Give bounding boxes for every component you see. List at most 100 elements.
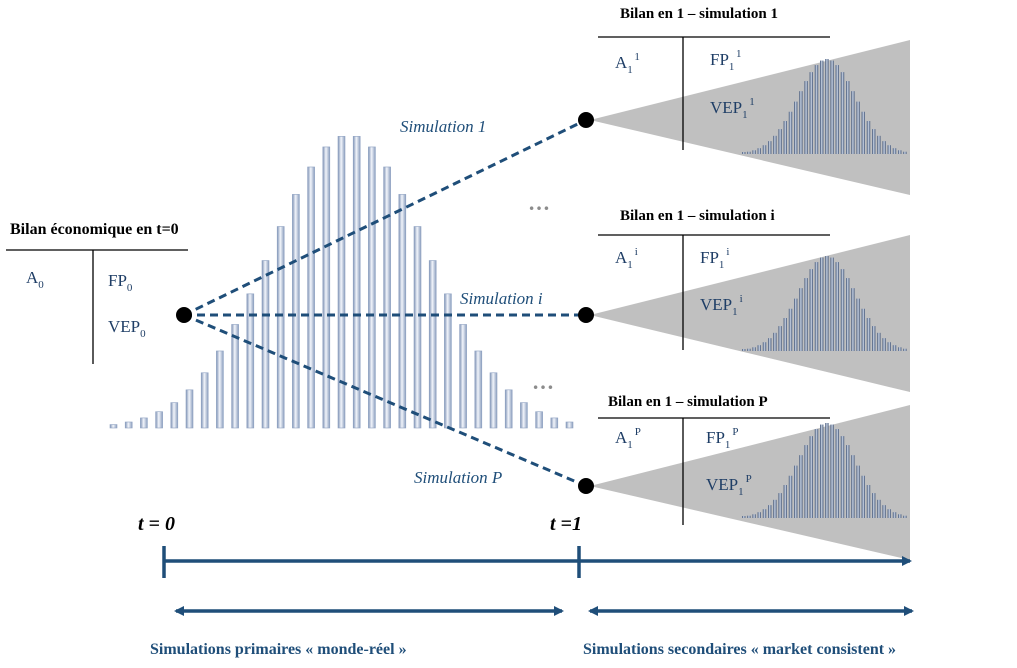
- mini-histogram-bar: [752, 150, 756, 154]
- mini-histogram-bar: [773, 135, 777, 154]
- mini-histogram-bar: [820, 60, 824, 154]
- mini-histogram-bar: [747, 515, 751, 518]
- mini-histogram-bar: [814, 262, 819, 351]
- histogram-bar: [124, 421, 133, 429]
- mini-histogram-bar: [861, 475, 865, 518]
- mini-histogram-bar: [825, 59, 829, 154]
- mini-histogram-bar: [804, 445, 808, 518]
- mini-histogram-bar: [788, 111, 793, 154]
- mini-histogram-bar: [778, 493, 782, 518]
- mini-histogram-bar: [804, 81, 808, 154]
- mini-histogram-bar: [809, 269, 813, 351]
- balance-t1-title: Bilan en 1 – simulation 1: [620, 6, 778, 22]
- histogram-bar: [337, 136, 346, 429]
- mini-histogram-bar: [788, 308, 793, 351]
- mini-histogram-bar: [799, 288, 803, 351]
- mini-histogram-bar: [794, 465, 798, 518]
- mini-histogram-bar: [898, 347, 902, 351]
- mini-histogram-bar: [903, 151, 907, 154]
- histogram-bar: [109, 424, 118, 429]
- mini-histogram-bar: [903, 348, 907, 351]
- simulation-label-1: Simulation 1: [400, 117, 486, 136]
- balance-t1-title: Bilan en 1 – simulation i: [620, 208, 775, 224]
- balance-t1-simulation-1: Bilan en 1 – simulation 1 A11 FP11 VEP11: [598, 6, 830, 150]
- mini-histogram-bar: [846, 445, 850, 518]
- histogram-bar: [535, 411, 543, 429]
- histogram-bar: [276, 226, 285, 429]
- mini-histogram-bar: [809, 72, 813, 154]
- histogram-bar: [261, 260, 270, 429]
- histogram-bar: [322, 146, 331, 429]
- histogram-bar: [200, 372, 209, 429]
- mini-histogram-bar: [757, 148, 761, 154]
- secondary-distribution-p: [742, 423, 907, 518]
- mini-histogram-bar: [861, 111, 865, 154]
- simulation-paths: [183, 118, 587, 488]
- mini-histogram-bar: [825, 423, 829, 518]
- mini-histogram-bar: [742, 152, 746, 154]
- mini-histogram-bar: [835, 429, 839, 518]
- mini-histogram-bar: [903, 515, 907, 518]
- mini-histogram-bar: [835, 65, 839, 154]
- mini-histogram-bar: [794, 101, 798, 154]
- histogram-bar: [307, 166, 315, 429]
- balance-t1-title: Bilan en 1 – simulation P: [608, 394, 768, 410]
- mini-histogram-bar: [814, 65, 819, 154]
- mini-histogram-bar: [783, 318, 787, 351]
- simulation-label-p: Simulation P: [414, 468, 502, 487]
- histogram-bar: [520, 402, 528, 429]
- simulation-label-i: Simulation i: [460, 289, 543, 308]
- mini-histogram-bar: [762, 509, 767, 518]
- mini-histogram-bar: [887, 342, 891, 351]
- mini-histogram-bar: [887, 509, 891, 518]
- node-simulation-i: [578, 307, 594, 323]
- histogram-bar: [352, 136, 361, 429]
- mini-histogram-bar: [799, 455, 803, 518]
- mini-histogram-bar: [882, 141, 886, 154]
- mini-histogram-bar: [757, 345, 761, 351]
- balance-t1-simulation-i: Bilan en 1 – simulation i A1i FP1i VEP1i: [598, 208, 830, 350]
- primary-phase-label: Simulations primaires « monde-réel »: [150, 641, 407, 658]
- mini-histogram-bar: [892, 512, 897, 518]
- mini-histogram-bar: [773, 332, 777, 351]
- histogram-bar: [216, 350, 224, 429]
- mini-histogram-bar: [877, 499, 881, 518]
- mini-histogram-bar: [778, 326, 782, 351]
- mini-histogram-bar: [846, 81, 850, 154]
- mini-histogram-bar: [846, 278, 850, 351]
- mini-histogram-bar: [872, 326, 876, 351]
- mini-histogram-bar: [882, 338, 886, 351]
- mini-histogram-bar: [892, 148, 897, 154]
- mini-histogram-bar: [892, 345, 897, 351]
- mini-histogram-bar: [840, 269, 845, 351]
- histogram-bar: [504, 389, 513, 429]
- mini-histogram-bar: [820, 257, 824, 351]
- histogram-bar: [292, 194, 300, 429]
- initial-balance-title: Bilan économique en t=0: [10, 221, 179, 238]
- mini-histogram-bar: [830, 257, 834, 351]
- histogram-bar: [550, 417, 559, 429]
- phase-arrows: Simulations primaires « monde-réel » Sim…: [150, 606, 914, 658]
- mini-histogram-bar: [840, 436, 845, 518]
- balance-t1-asset: A1i: [615, 246, 638, 271]
- mini-histogram-bar: [835, 262, 839, 351]
- mini-histogram-bar: [814, 429, 819, 518]
- histogram-bar: [413, 226, 422, 429]
- mini-histogram-bar: [898, 514, 902, 518]
- histogram-bar: [474, 350, 483, 429]
- mini-histogram-bar: [747, 348, 751, 351]
- mini-histogram-bar: [898, 150, 902, 154]
- mini-histogram-bar: [783, 485, 787, 518]
- initial-equity-label: FP0: [108, 271, 133, 294]
- mini-histogram-bar: [866, 121, 871, 154]
- histogram-bar: [246, 293, 255, 429]
- balance-t1-vep: VEP11: [710, 96, 755, 121]
- mini-histogram-bar: [851, 455, 855, 518]
- simulation-path-p: [183, 313, 587, 488]
- balance-t1-simulation-p: Bilan en 1 – simulation P A1P FP1P VEP1P: [598, 394, 830, 525]
- mini-histogram-bar: [794, 298, 798, 351]
- mini-histogram-bar: [768, 505, 772, 518]
- mini-histogram-bar: [840, 72, 845, 154]
- mini-histogram-bar: [830, 424, 834, 518]
- secondary-triangle-i: [590, 235, 910, 392]
